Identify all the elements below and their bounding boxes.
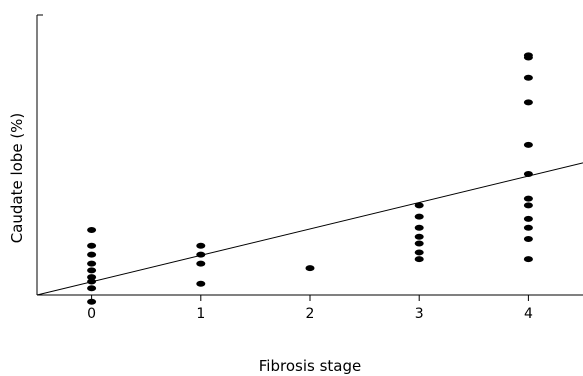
data-point xyxy=(414,256,424,263)
data-point xyxy=(196,280,206,287)
x-tick-label: 2 xyxy=(306,306,315,322)
data-point xyxy=(87,298,97,305)
x-tick-label: 1 xyxy=(196,306,205,322)
trend-line xyxy=(36,162,583,296)
data-point xyxy=(523,224,533,231)
data-point xyxy=(523,74,533,81)
data-point xyxy=(196,242,206,249)
x-axis-title: Fibrosis stage xyxy=(259,357,361,375)
data-point xyxy=(523,99,533,106)
data-point xyxy=(87,274,97,281)
data-point xyxy=(414,202,424,209)
data-point xyxy=(414,249,424,256)
data-point xyxy=(523,141,533,148)
data-point xyxy=(523,54,533,61)
data-point xyxy=(414,224,424,231)
data-point xyxy=(523,215,533,222)
x-tick-label: 0 xyxy=(87,306,96,322)
data-point xyxy=(196,260,206,267)
data-point xyxy=(414,240,424,247)
data-point xyxy=(414,213,424,220)
data-point xyxy=(196,251,206,258)
x-tick-label: 3 xyxy=(415,306,424,322)
data-point xyxy=(414,233,424,240)
data-point xyxy=(87,285,97,292)
trend-line-group xyxy=(36,162,583,296)
data-point xyxy=(87,278,97,285)
y-axis-title: Caudate lobe (%) xyxy=(8,113,26,244)
data-point xyxy=(523,202,533,209)
data-point xyxy=(523,256,533,263)
data-point xyxy=(523,195,533,202)
data-point xyxy=(87,242,97,249)
axes xyxy=(36,14,583,301)
data-point xyxy=(523,171,533,178)
data-point xyxy=(87,267,97,274)
data-point xyxy=(87,251,97,258)
data-point xyxy=(523,236,533,242)
x-tick-label: 4 xyxy=(524,306,533,322)
data-points xyxy=(87,52,533,305)
data-point xyxy=(87,227,97,234)
x-tick-labels: 0 1 2 3 4 xyxy=(87,306,533,322)
data-point xyxy=(305,265,315,272)
data-point xyxy=(87,260,97,267)
